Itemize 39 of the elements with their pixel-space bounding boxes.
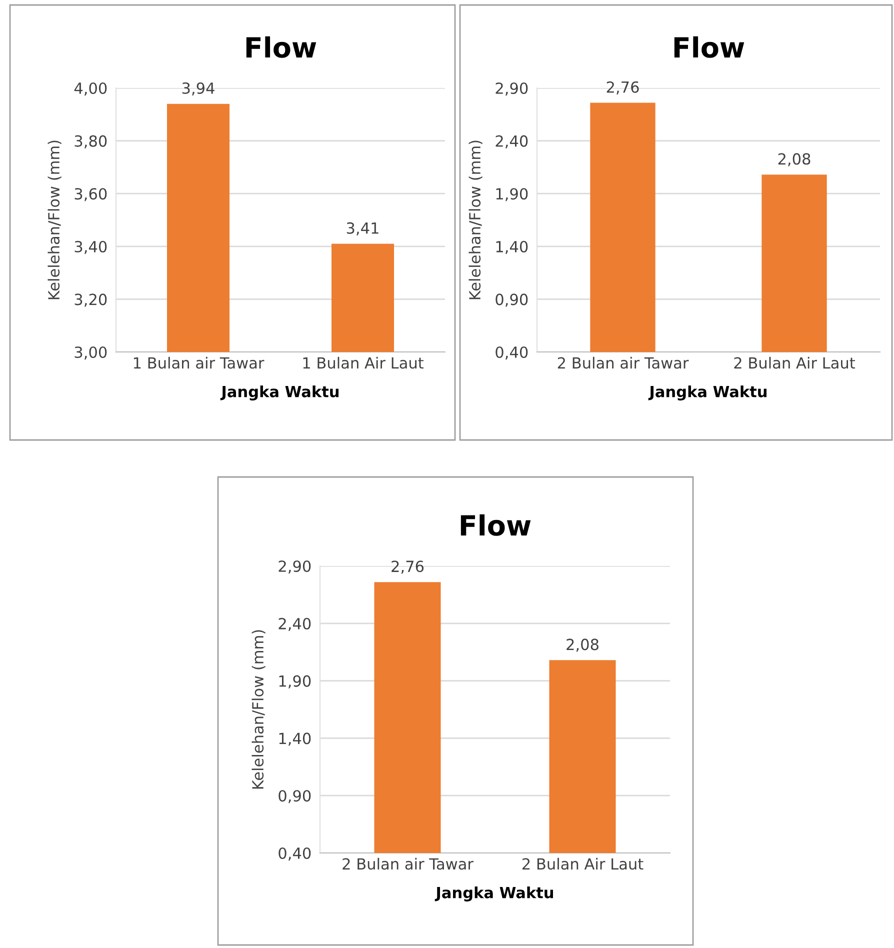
y-tick-label: 3,80 xyxy=(74,135,107,148)
y-tick-label: 2,90 xyxy=(278,560,311,574)
data-label: 2,76 xyxy=(606,81,639,94)
y-tick-label: 1,90 xyxy=(279,675,311,688)
chart-title: Flow xyxy=(674,36,744,58)
x-tick-label: 1 Bulan Air Laut xyxy=(303,356,424,369)
chart-title: Flow xyxy=(460,514,531,536)
y-tick-label: 2,90 xyxy=(496,82,528,96)
y-tick-label: 1,40 xyxy=(496,240,528,254)
x-axis-title: Jangka Waktu xyxy=(434,886,553,902)
y-tick-label: 3,00 xyxy=(74,346,107,360)
x-axis-title: Jangka Waktu xyxy=(220,386,338,400)
y-axis-title: Kelelehan/Flow (mm) xyxy=(252,630,266,789)
y-tick-label: 3,60 xyxy=(74,188,107,202)
x-tick-label: 2 Bulan air Tawar xyxy=(342,858,474,870)
y-tick-label: 0,40 xyxy=(496,346,528,360)
x-tick-label: 2 Bulan Air Laut xyxy=(734,356,856,369)
x-tick-label: 2 Bulan air Tawar xyxy=(558,356,689,369)
y-tick-label: 0,40 xyxy=(278,847,311,861)
y-tick-label: 0,90 xyxy=(496,294,528,307)
x-axis-title: Jangka Waktu xyxy=(648,386,766,400)
y-tick-label: 3,40 xyxy=(74,240,107,254)
y-tick-label: 0,90 xyxy=(278,790,311,804)
y-tick-label: 2,40 xyxy=(496,135,528,148)
y-tick-label: 1,90 xyxy=(496,188,528,202)
y-tick-label: 4,00 xyxy=(74,82,107,96)
data-label: 2,08 xyxy=(566,638,598,652)
y-axis-title: Kelelehan/Flow (mm) xyxy=(468,140,482,300)
y-tick-label: 2,40 xyxy=(278,618,311,631)
chart-title: Flow xyxy=(246,36,316,58)
y-axis-title: Kelelehan/Flow (mm) xyxy=(48,140,62,300)
y-tick-label: 3,20 xyxy=(74,294,107,307)
data-label: 2,08 xyxy=(778,153,810,166)
x-tick-label: 1 Bulan air Tawar xyxy=(134,356,264,369)
x-tick-label: 2 Bulan Air Laut xyxy=(522,858,644,870)
data-label: 2,76 xyxy=(392,560,424,574)
y-tick-label: 1,40 xyxy=(279,732,311,746)
data-label: 3,41 xyxy=(346,222,378,236)
data-label: 3,94 xyxy=(182,82,214,96)
